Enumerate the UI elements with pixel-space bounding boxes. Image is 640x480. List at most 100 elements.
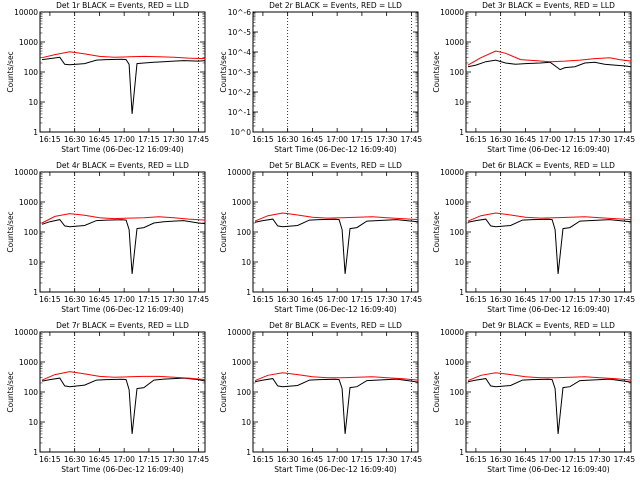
series-lld-line (41, 213, 206, 224)
x-tick-label: 17:45 (188, 455, 210, 464)
y-axis-label: Counts/sec (219, 371, 228, 412)
x-tick-label: 17:15 (138, 455, 160, 464)
y-tick-label: 100 (24, 388, 39, 397)
series-lld-line (41, 371, 206, 381)
x-tick-label: 16:45 (302, 135, 324, 144)
x-tick-label: 17:15 (564, 455, 586, 464)
y-axis-label: Counts/sec (219, 211, 228, 252)
x-tick-label: 17:45 (614, 295, 636, 304)
x-tick-label: 17:30 (376, 135, 398, 144)
y-tick-label: 100 (237, 228, 252, 237)
x-tick-label: 17:15 (351, 295, 373, 304)
y-tick-label: 10^-3 (228, 68, 252, 77)
x-tick-label: 17:30 (376, 455, 398, 464)
x-tick-label: 16:45 (515, 135, 537, 144)
y-tick-label: 10 (454, 418, 464, 427)
x-tick-label: 17:00 (539, 455, 561, 464)
x-tick-label: 16:15 (252, 135, 274, 144)
chart-panel: Det 7r BLACK = Events, RED = LLD 1 10 100 10… (6, 321, 209, 474)
x-tick-label: 17:15 (564, 295, 586, 304)
y-tick-label: 10000 (14, 328, 38, 337)
x-tick-label: 16:15 (252, 455, 274, 464)
plot-frame (252, 331, 419, 453)
x-tick-label: 17:00 (113, 455, 135, 464)
y-axis-label: Counts/sec (432, 51, 441, 92)
chart-title: Det 5r BLACK = Events, RED = LLD (269, 161, 402, 170)
chart-title: Det 8r BLACK = Events, RED = LLD (269, 321, 402, 330)
y-tick-label: 10 (28, 98, 38, 107)
x-axis-label: Start Time (06-Dec-12 16:09:40) (487, 145, 609, 154)
x-tick-label: 17:30 (589, 295, 611, 304)
x-axis-label: Start Time (06-Dec-12 16:09:40) (61, 305, 183, 314)
x-tick-label: 16:30 (277, 455, 299, 464)
x-tick-label: 16:30 (64, 455, 86, 464)
x-tick-label: 16:30 (490, 135, 512, 144)
series-events-line (41, 56, 206, 114)
x-tick-label: 17:15 (351, 455, 373, 464)
x-tick-label: 16:15 (465, 135, 487, 144)
x-tick-label: 17:15 (138, 295, 160, 304)
x-tick-label: 16:30 (64, 295, 86, 304)
x-tick-label: 16:15 (39, 295, 61, 304)
x-axis-label: Start Time (06-Dec-12 16:09:40) (274, 465, 396, 474)
y-tick-label: 100 (450, 228, 465, 237)
y-tick-label: 1000 (445, 38, 464, 47)
y-axis-label: Counts/sec (432, 211, 441, 252)
y-tick-label: 100 (450, 388, 465, 397)
chart-panel: Det 9r BLACK = Events, RED = LLD 1 10 100 10… (432, 321, 635, 474)
y-tick-label: 10^0 (230, 128, 251, 137)
x-tick-label: 16:15 (465, 455, 487, 464)
chart-title: Det 7r BLACK = Events, RED = LLD (56, 321, 189, 330)
x-tick-label: 16:45 (302, 455, 324, 464)
y-tick-label: 10 (454, 98, 464, 107)
x-tick-label: 17:00 (539, 135, 561, 144)
x-tick-label: 16:15 (39, 135, 61, 144)
plot-frame (39, 331, 206, 453)
y-tick-label: 10^-6 (228, 8, 252, 17)
y-tick-label: 100 (24, 228, 39, 237)
x-tick-label: 16:45 (89, 295, 111, 304)
y-tick-label: 10^-4 (228, 48, 252, 57)
y-tick-label: 10 (28, 418, 38, 427)
x-tick-label: 16:45 (89, 135, 111, 144)
x-axis-label: Start Time (06-Dec-12 16:09:40) (61, 145, 183, 154)
series-events-line (467, 378, 632, 434)
y-tick-label: 10000 (227, 168, 251, 177)
x-tick-label: 17:45 (401, 295, 423, 304)
y-tick-label: 10 (454, 258, 464, 267)
chart-panel: Det 3r BLACK = Events, RED = LLD 1 10 100 10… (432, 1, 635, 154)
y-tick-label: 1 (246, 288, 251, 297)
y-axis-label: Counts/sec (6, 211, 15, 252)
x-tick-label: 17:30 (163, 295, 185, 304)
chart-title: Det 3r BLACK = Events, RED = LLD (482, 1, 615, 10)
x-tick-label: 17:45 (401, 135, 423, 144)
y-tick-label: 1000 (232, 358, 251, 367)
chart-panel: Det 4r BLACK = Events, RED = LLD 1 10 100 10… (6, 161, 209, 314)
x-tick-label: 17:15 (138, 135, 160, 144)
x-axis-label: Start Time (06-Dec-12 16:09:40) (487, 305, 609, 314)
x-tick-label: 16:45 (302, 295, 324, 304)
x-tick-label: 17:00 (113, 135, 135, 144)
plot-frame (465, 331, 632, 453)
plot-frame (39, 171, 206, 293)
chart-panel: Det 2r BLACK = Events, RED = LLD 10^0 10^-… (219, 1, 422, 154)
x-tick-label: 16:15 (465, 295, 487, 304)
x-tick-label: 16:30 (277, 295, 299, 304)
x-tick-label: 17:45 (614, 455, 636, 464)
chart-panel: Det 5r BLACK = Events, RED = LLD 1 10 100 10… (219, 161, 422, 314)
series-lld-line (467, 50, 632, 66)
chart-title: Det 6r BLACK = Events, RED = LLD (482, 161, 615, 170)
y-tick-label: 10000 (440, 168, 464, 177)
x-axis-label: Start Time (06-Dec-12 16:09:40) (274, 145, 396, 154)
y-tick-label: 1000 (232, 198, 251, 207)
chart-panel: Det 1r BLACK = Events, RED = LLD 1 10 100 10… (6, 1, 209, 154)
y-tick-label: 1 (33, 448, 38, 457)
y-axis-label: Counts/sec (219, 51, 228, 92)
x-tick-label: 17:45 (188, 135, 210, 144)
x-tick-label: 16:30 (490, 295, 512, 304)
plot-frame (252, 11, 419, 133)
chart-panel: Det 8r BLACK = Events, RED = LLD 1 10 100 10… (219, 321, 422, 474)
x-axis-label: Start Time (06-Dec-12 16:09:40) (274, 305, 396, 314)
y-tick-label: 10000 (14, 168, 38, 177)
